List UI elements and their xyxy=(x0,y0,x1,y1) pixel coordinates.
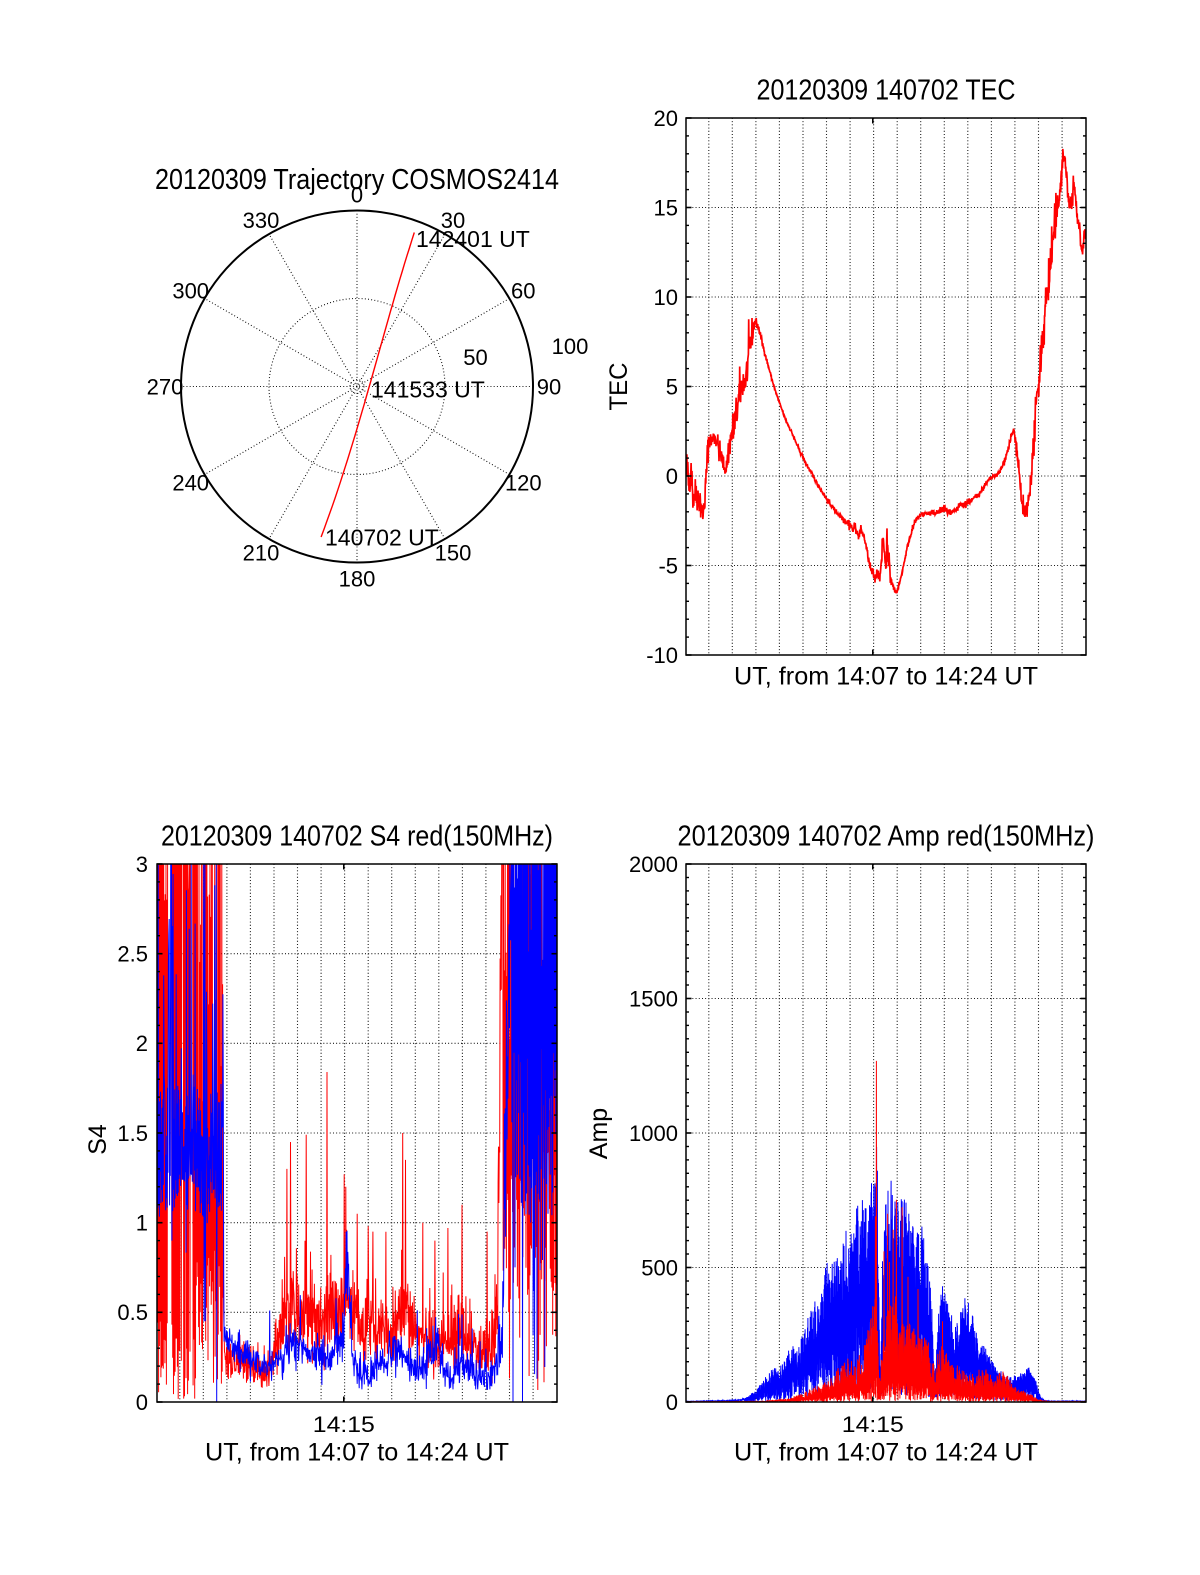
svg-text:50: 50 xyxy=(463,345,487,370)
svg-text:1000: 1000 xyxy=(629,1121,678,1146)
svg-text:60: 60 xyxy=(511,278,535,303)
svg-text:15: 15 xyxy=(654,195,678,220)
svg-text:2: 2 xyxy=(136,1031,148,1056)
svg-text:140702 UT: 140702 UT xyxy=(325,525,439,551)
svg-text:UT, from 14:07 to 14:24 UT: UT, from 14:07 to 14:24 UT xyxy=(205,1439,509,1467)
svg-text:14:15: 14:15 xyxy=(313,1412,375,1437)
svg-text:-10: -10 xyxy=(646,643,678,668)
svg-text:1.5: 1.5 xyxy=(117,1121,148,1146)
svg-text:1: 1 xyxy=(136,1211,148,1236)
svg-text:10: 10 xyxy=(654,285,678,310)
svg-text:2.5: 2.5 xyxy=(117,942,148,967)
svg-text:3: 3 xyxy=(136,852,148,877)
svg-text:20120309 Trajectory COSMOS2414: 20120309 Trajectory COSMOS2414 xyxy=(155,164,559,196)
svg-text:0: 0 xyxy=(351,182,363,207)
svg-text:240: 240 xyxy=(172,470,209,495)
svg-text:0.5: 0.5 xyxy=(117,1300,148,1325)
svg-text:142401 UT: 142401 UT xyxy=(416,226,530,252)
svg-text:500: 500 xyxy=(641,1255,678,1280)
svg-text:20: 20 xyxy=(654,106,678,131)
svg-text:210: 210 xyxy=(243,541,280,566)
svg-text:5: 5 xyxy=(666,374,678,399)
svg-text:141533 UT: 141533 UT xyxy=(371,377,485,403)
svg-text:UT, from 14:07 to 14:24 UT: UT, from 14:07 to 14:24 UT xyxy=(734,1439,1038,1467)
svg-text:100: 100 xyxy=(552,334,589,359)
svg-text:330: 330 xyxy=(243,208,280,233)
svg-text:150: 150 xyxy=(435,541,472,566)
svg-text:1500: 1500 xyxy=(629,986,678,1011)
svg-text:0: 0 xyxy=(136,1390,148,1415)
svg-text:20120309 140702 Amp red(150MHz: 20120309 140702 Amp red(150MHz) xyxy=(678,821,1095,853)
svg-text:UT, from 14:07 to 14:24 UT: UT, from 14:07 to 14:24 UT xyxy=(734,663,1038,691)
svg-text:180: 180 xyxy=(339,566,376,591)
svg-text:0: 0 xyxy=(666,464,678,489)
svg-text:120: 120 xyxy=(505,470,542,495)
svg-text:300: 300 xyxy=(172,278,209,303)
svg-text:90: 90 xyxy=(537,374,561,399)
svg-text:TEC: TEC xyxy=(605,363,633,411)
svg-text:0: 0 xyxy=(666,1390,678,1415)
svg-text:-5: -5 xyxy=(658,553,678,578)
svg-text:270: 270 xyxy=(147,374,184,399)
svg-text:30: 30 xyxy=(441,208,465,233)
svg-text:20120309 140702 TEC: 20120309 140702 TEC xyxy=(757,75,1016,107)
svg-text:S4: S4 xyxy=(84,1124,112,1155)
svg-text:14:15: 14:15 xyxy=(842,1412,904,1437)
svg-text:20120309 140702 S4 red(150MHz): 20120309 140702 S4 red(150MHz) xyxy=(161,821,553,853)
svg-text:Amp: Amp xyxy=(585,1108,613,1159)
svg-text:2000: 2000 xyxy=(629,852,678,877)
